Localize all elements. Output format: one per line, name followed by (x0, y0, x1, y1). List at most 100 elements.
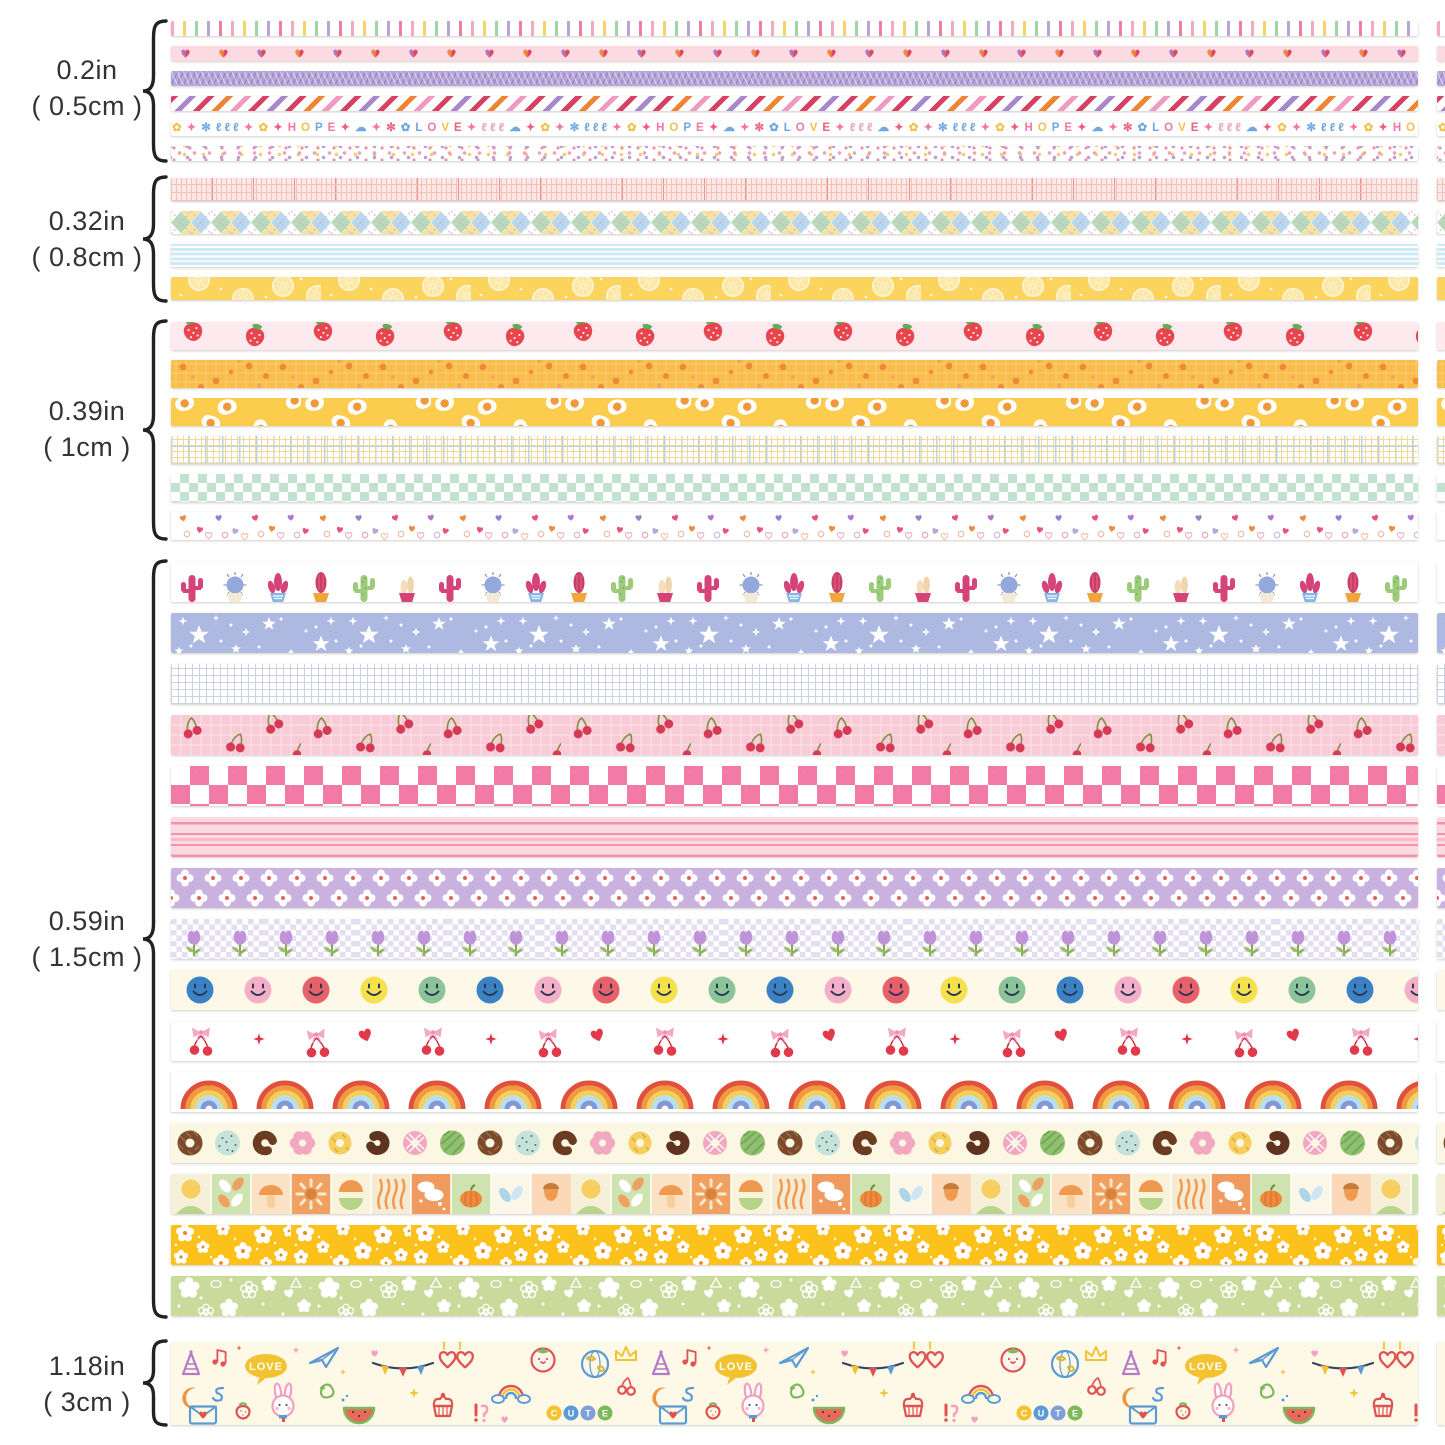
tape-strip-cut-end (1437, 613, 1445, 653)
tape-strip-cut-end (1437, 512, 1445, 540)
tape-doodle-token: ✦ (894, 122, 907, 134)
tape-doodle-token: ℓℓℓ (849, 122, 876, 134)
tape-strip-cut-end (1437, 474, 1445, 502)
tape-strip-heart-confetti (171, 512, 1418, 540)
tape-strip-cut-end (1437, 96, 1445, 111)
tape-strip-cut-end (1437, 868, 1445, 908)
tape-doodle-token: E (454, 122, 465, 134)
tape-doodle-token: ☁ (1091, 122, 1107, 134)
tape-doodle-token: ✿ (769, 122, 782, 134)
tape-doodle-token: ✿ (995, 122, 1008, 134)
size-inches: 0.2in (56, 55, 118, 85)
tape-strip-kawaii-doodle-collage (171, 1342, 1418, 1425)
tape-strip-cut-end (1437, 1174, 1445, 1214)
tape-doodle-token: ✦ (1378, 122, 1391, 134)
tape-doodle-token: ℓℓℓ (952, 122, 979, 134)
tape-doodle-token: ✦ (923, 122, 937, 134)
tape-doodle-token: ✿ (1363, 122, 1377, 134)
tape-strip-cut-end (1437, 436, 1445, 464)
tape-strip-cut-end (1437, 766, 1445, 806)
tape-doodle-token: ☁ (1245, 122, 1261, 134)
tape-strip-oranges-on-grid (171, 360, 1418, 388)
tape-doodle-token: ✦ (186, 122, 200, 134)
tape-strip-cut-end (1437, 715, 1445, 755)
tape-strip-cut-end: ✿✦✼ℓℓℓ✦✿✦HOPE✦☁✦✼✿LOVE✦ℓℓℓ☁✦✿✦✼ℓℓℓ✦✿✦HOP… (1437, 121, 1445, 136)
tape-doodle-token: P (683, 122, 695, 134)
tape-strip-pink-graph-grid (171, 178, 1418, 201)
tape-doodle-token: H (1392, 122, 1405, 134)
tape-doodle-token: ℓℓℓ (584, 122, 611, 134)
size-cm: ( 0.5cm ) (31, 91, 143, 121)
tape-strip-cut-end (1437, 1072, 1445, 1112)
tape-doodle-token: ✦ (980, 122, 994, 134)
tape-doodle-token: ☁ (877, 122, 893, 134)
tape-doodle-token: E (822, 122, 834, 134)
tape-doodle-token: L (1152, 122, 1163, 134)
tape-doodle-token: ✦ (1348, 122, 1362, 134)
tape-doodle-token: V (441, 122, 453, 134)
tape-doodle-token: ✦ (641, 122, 655, 134)
tape-strip-daisy-grid-on-lilac (171, 868, 1418, 908)
tape-strip-cut-end (1437, 562, 1445, 602)
tape-strip-purple-herringbone (171, 71, 1418, 86)
tape-strip-cut-end (1437, 1021, 1445, 1061)
size-label-0-8cm: 0.32in ( 0.8cm ) (12, 203, 162, 275)
tape-strip-sky-blue-pinstripes (171, 244, 1418, 267)
tape-doodle-token: V (1178, 122, 1189, 134)
tape-doodle-token: O (795, 122, 808, 134)
tape-doodle-token: H (287, 122, 300, 134)
tape-strip-cut-end (1437, 919, 1445, 959)
tape-strip-tulips-on-checker (171, 919, 1418, 959)
tape-doodle-token: ✿ (258, 122, 272, 134)
size-inches: 0.39in (48, 396, 126, 426)
tape-doodle-token: O (427, 122, 440, 134)
tape-doodle-token: H (1024, 122, 1036, 134)
tape-doodle-token: ✦ (1077, 122, 1090, 134)
tape-doodle-token: E (696, 122, 707, 134)
tape-strip-cut-end (1437, 178, 1445, 201)
tape-strip-cherries-on-pink (171, 715, 1418, 755)
brace-bracket (142, 1339, 168, 1427)
size-inches: 1.18in (48, 1351, 126, 1381)
tape-strip-cut-end (1437, 46, 1445, 61)
tape-strip-two-tone-hearts (171, 46, 1418, 61)
tape-doodle-token: O (301, 122, 313, 134)
tape-doodle-token: ✼ (386, 122, 399, 134)
tape-strip-pastel-tick-stripes (171, 21, 1418, 36)
tape-doodle-token: ✼ (1122, 122, 1136, 134)
tape-strip-rainbow-smiley-dots (171, 970, 1418, 1010)
tape-strip-confetti-polka-dots (171, 146, 1418, 161)
tape-strip-pink-pinstripes (171, 817, 1418, 857)
tape-strip-retro-rainbows (171, 1072, 1418, 1112)
tape-doodle-token: ✦ (1262, 122, 1276, 134)
tape-strip-cut-end (1437, 71, 1445, 86)
tape-strip-cut-end (1437, 211, 1445, 234)
tape-strip-cut-end (1437, 1342, 1445, 1425)
tape-strip-cut-end (1437, 1123, 1445, 1163)
tape-strip-cut-end (1437, 1225, 1445, 1265)
size-cm: ( 3cm ) (43, 1387, 131, 1417)
tape-strip-mint-checkerboard (171, 474, 1418, 502)
tape-doodle-token: ✿ (1437, 122, 1445, 134)
tape-strip-potted-cacti (171, 562, 1418, 602)
tape-strip-cut-end (1437, 360, 1445, 388)
tape-doodle-token: E (327, 122, 339, 134)
tape-strip-strawberries (171, 322, 1418, 350)
tape-doodle-token: ✦ (1009, 122, 1023, 134)
tape-doodle-token: ℓℓℓ (215, 122, 242, 134)
tape-doodle-token: ✦ (273, 122, 286, 134)
tape-doodle-token: V (809, 122, 821, 134)
tape-doodle-token: ✿ (400, 122, 414, 134)
tape-doodle-token: ✦ (739, 122, 753, 134)
tape-strip-fine-pastel-plaid (171, 436, 1418, 464)
tape-strip-pink-checkerboard (171, 766, 1418, 806)
tape-strip-cut-end (1437, 970, 1445, 1010)
size-inches: 0.32in (48, 206, 126, 236)
tape-strip-diagonal-candy-stripes (171, 96, 1418, 111)
tape-doodle-token: ✦ (708, 122, 722, 134)
tape-doodle-token: ✿ (626, 122, 640, 134)
size-inches: 0.59in (48, 906, 126, 936)
tape-doodle-token: ✼ (201, 122, 214, 134)
tape-doodle-token: L (783, 122, 794, 134)
